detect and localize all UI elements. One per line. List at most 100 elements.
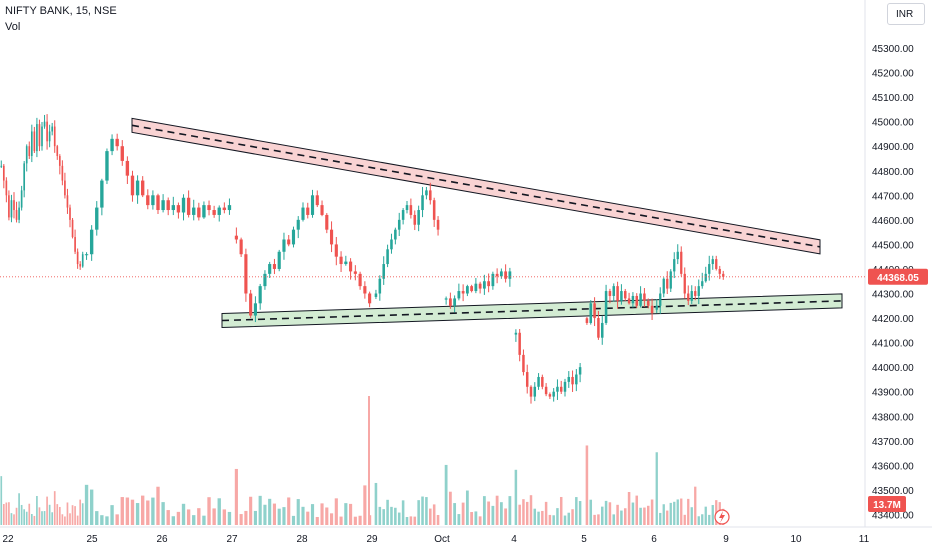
- candle: [548, 392, 552, 400]
- candle: [263, 270, 267, 290]
- candle: [432, 197, 436, 227]
- candle: [207, 200, 211, 216]
- volume-bar: [711, 505, 714, 525]
- volume-bar: [616, 504, 619, 525]
- volume-bar: [115, 514, 119, 525]
- volume-bar: [353, 516, 357, 525]
- candle: [608, 288, 612, 304]
- candle: [38, 119, 41, 152]
- candle: [120, 140, 124, 166]
- candle: [161, 194, 165, 213]
- volume-bar: [30, 514, 33, 525]
- candle: [334, 236, 338, 266]
- candle: [478, 281, 482, 294]
- candle: [563, 378, 567, 397]
- y-tick-label: 45200.00: [872, 69, 914, 80]
- candle: [585, 316, 589, 325]
- volume-bar: [487, 501, 491, 525]
- candle: [272, 258, 277, 275]
- candle: [105, 148, 109, 185]
- volume-bar: [390, 506, 393, 525]
- y-tick-label: 44800.00: [872, 167, 914, 178]
- volume-bar: [697, 516, 700, 525]
- volume-bar: [28, 503, 31, 525]
- candle: [448, 292, 452, 309]
- candle: [2, 164, 5, 189]
- volume-bar: [329, 513, 334, 525]
- candle: [258, 283, 262, 310]
- volume-bar: [249, 496, 253, 525]
- candle: [301, 202, 305, 222]
- volume-bar: [13, 514, 15, 525]
- volume-bar: [589, 499, 593, 525]
- lightning-icon[interactable]: [714, 509, 730, 525]
- candle: [578, 363, 582, 383]
- volume-bar: [470, 512, 474, 525]
- volume-bar: [537, 511, 540, 525]
- volume-bar: [33, 515, 36, 525]
- volume-bar: [212, 508, 216, 525]
- candle: [718, 265, 721, 280]
- volume-bar: [263, 504, 267, 525]
- candle: [28, 141, 31, 159]
- volume-bar: [676, 499, 679, 525]
- candle: [13, 192, 15, 219]
- volume-bar: [20, 504, 23, 525]
- volume-bar: [306, 511, 310, 525]
- y-tick-label: 44000.00: [872, 363, 914, 374]
- volume-bar: [518, 504, 521, 525]
- volume-bar: [694, 486, 697, 525]
- candle: [344, 255, 348, 266]
- candle: [64, 172, 66, 199]
- candle: [374, 289, 378, 300]
- candle: [171, 196, 175, 216]
- x-tick-label: 26: [156, 534, 168, 545]
- y-tick-label: 45300.00: [872, 44, 914, 55]
- volume-bar: [151, 497, 155, 525]
- x-tick-label: 29: [366, 534, 378, 545]
- volume-bar: [135, 503, 140, 525]
- candle: [522, 349, 525, 376]
- candle: [662, 277, 665, 298]
- y-tick-label: 43500.00: [872, 486, 914, 497]
- candle: [58, 154, 61, 175]
- volume-bar: [197, 508, 201, 525]
- volume-bar: [552, 515, 555, 525]
- candle: [680, 246, 683, 277]
- y-tick-label: 44700.00: [872, 191, 914, 202]
- candle: [358, 271, 362, 290]
- candle: [394, 227, 397, 245]
- candle: [650, 298, 654, 320]
- volume-bar: [683, 514, 686, 525]
- candle: [470, 284, 474, 293]
- volume-bar: [600, 506, 604, 525]
- candle: [329, 221, 334, 253]
- support-channel[interactable]: [221, 293, 843, 329]
- volume-bar: [186, 509, 191, 525]
- volume-bar: [141, 495, 145, 525]
- candle: [541, 374, 544, 390]
- candle: [669, 269, 672, 293]
- resistance-channel[interactable]: [131, 117, 821, 255]
- volume-bar: [627, 491, 631, 525]
- volume-bar: [25, 511, 28, 525]
- volume-bar: [405, 516, 409, 525]
- candle: [575, 369, 578, 392]
- volume-bar: [680, 498, 683, 525]
- volume-bar: [659, 512, 662, 525]
- volume-bar: [244, 510, 248, 525]
- candle: [715, 255, 718, 271]
- currency-button[interactable]: INR: [887, 3, 925, 25]
- x-tick-label: 25: [86, 534, 98, 545]
- volume-bar: [578, 501, 582, 525]
- candle: [643, 288, 646, 307]
- candle: [533, 382, 537, 402]
- candle: [461, 284, 465, 302]
- volume-bar: [559, 496, 563, 525]
- volume-bar: [643, 507, 646, 525]
- candle: [339, 251, 343, 272]
- candle: [234, 227, 238, 244]
- volume-bar: [514, 469, 518, 525]
